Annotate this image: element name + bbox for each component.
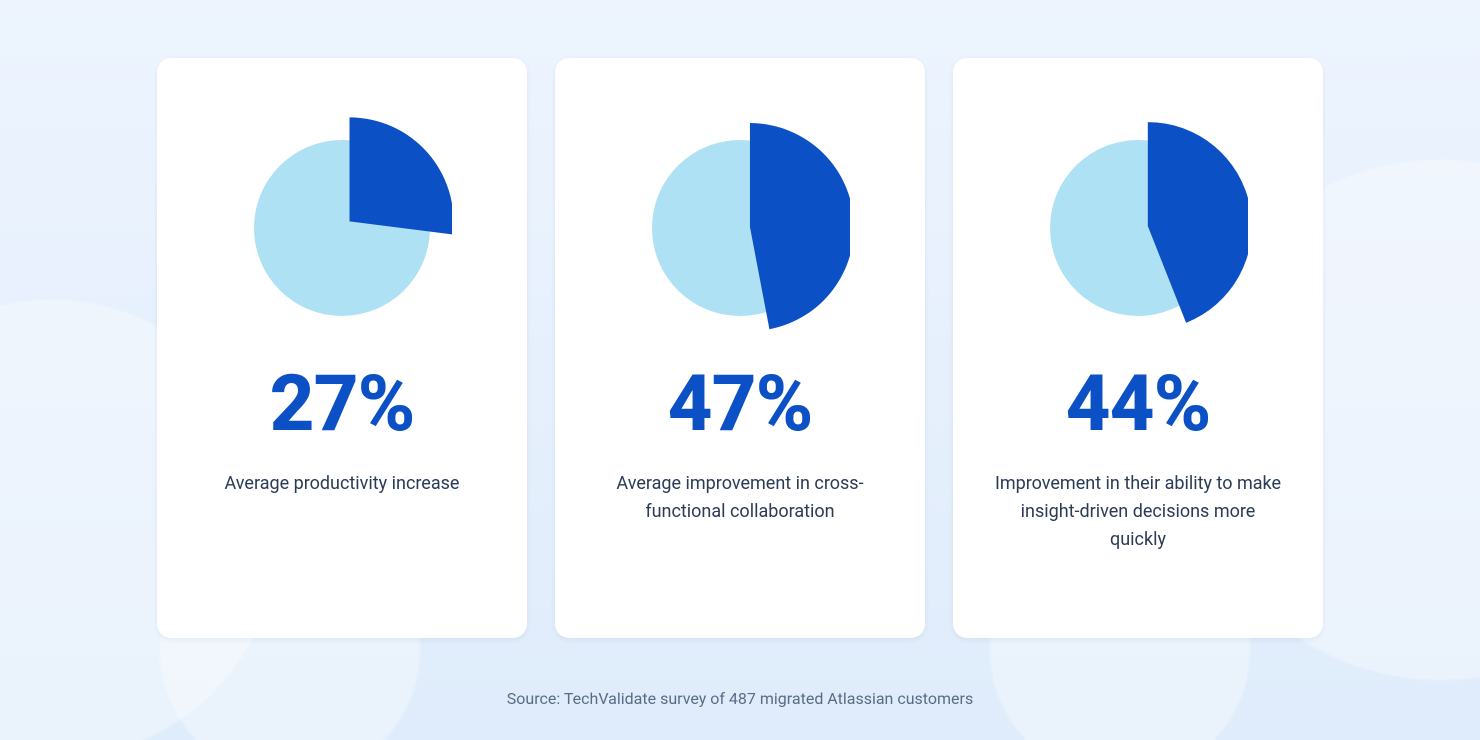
- stat-card-1: 27% Average productivity increase: [157, 58, 527, 638]
- stat-caption-1: Average productivity increase: [225, 470, 460, 498]
- pie-chart-3: [1028, 112, 1248, 332]
- pie-chart-2: [630, 112, 850, 332]
- stat-card-2: 47% Average improvement in cross-functio…: [555, 58, 925, 638]
- stat-card-3: 44% Improvement in their ability to make…: [953, 58, 1323, 638]
- stat-value-3: 44%: [1066, 366, 1211, 444]
- stat-caption-2: Average improvement in cross-functional …: [595, 470, 885, 526]
- stat-caption-3: Improvement in their ability to make ins…: [993, 470, 1283, 554]
- source-footnote: Source: TechValidate survey of 487 migra…: [0, 689, 1480, 708]
- pie-chart-1: [232, 112, 452, 332]
- cards-row: 27% Average productivity increase 47% Av…: [157, 58, 1323, 638]
- stat-value-2: 47%: [668, 366, 813, 444]
- stat-value-1: 27%: [270, 366, 415, 444]
- infographic-stage: 27% Average productivity increase 47% Av…: [0, 0, 1480, 740]
